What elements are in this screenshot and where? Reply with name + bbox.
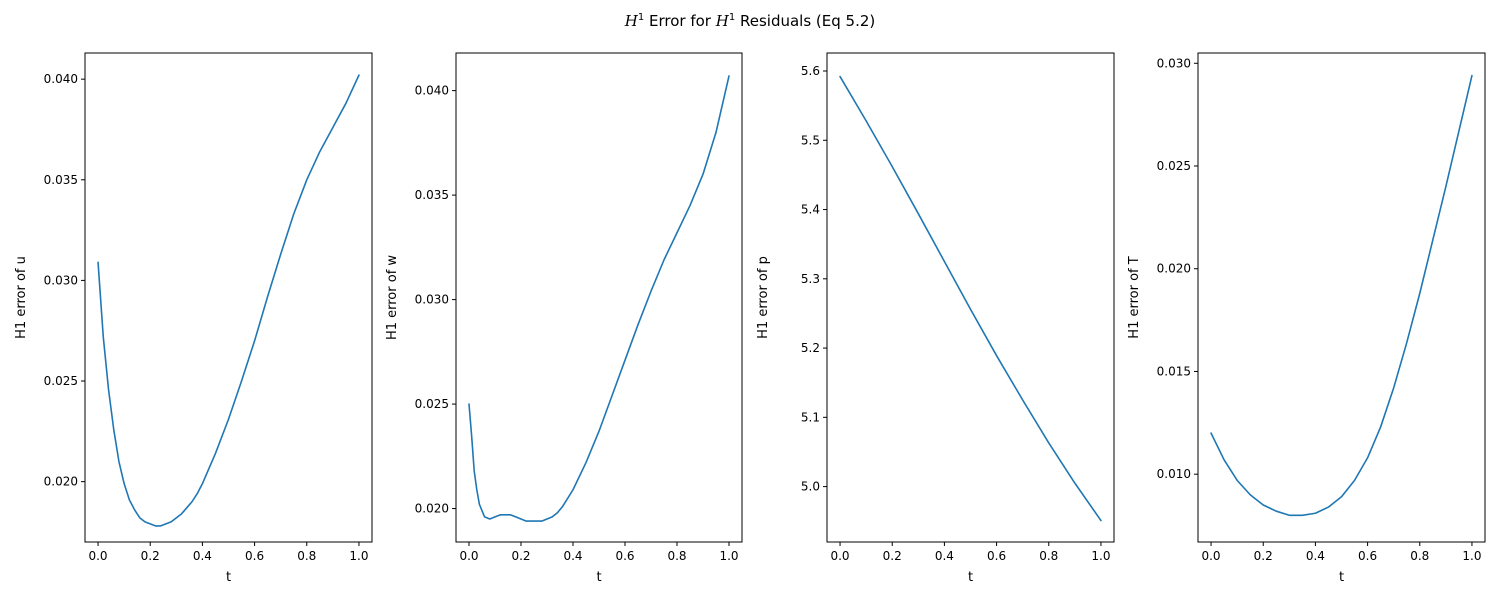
x-tick-label: 0.4 [193,549,212,563]
x-tick-label: 0.2 [511,549,530,563]
y-tick-label: 0.040 [415,84,449,98]
y-tick-label: 0.025 [1157,159,1191,173]
subplot-4: 0.0 0.2 0.4 0.6 0.8 1.0 0.010 0.015 0.020 0.025 0.… [1127,52,1486,585]
title-symbol: H [624,12,638,30]
y-tick-label: 0.025 [44,374,78,388]
title-exponent-2: 1 [728,12,736,23]
axes-frame [1197,52,1486,543]
y-tick-label: 5.3 [801,272,820,286]
x-tick-label: 1.0 [1091,549,1110,563]
x-tick-label: 0.0 [1201,549,1220,563]
x-tick-label: 0.8 [667,549,686,563]
subplot-3: 0.0 0.2 0.4 0.6 0.8 1.0 5.0 5.1 5.2 5.3 5.4 5.5 5.6 t… [756,52,1115,585]
x-tick-label: 0.8 [1039,549,1058,563]
x-tick-label: 0.8 [1410,549,1429,563]
axes-frame [826,52,1115,543]
x-tick-label: 1.0 [349,549,368,563]
x-axis-label: t [1339,570,1344,585]
y-tick-label: 5.0 [801,480,820,494]
x-tick-label: 0.6 [987,549,1006,563]
x-tick-label: 0.4 [563,549,582,563]
x-axis-label: t [596,570,601,585]
figure-title: H1 Error for H1 Residuals (Eq 5.2) [0,12,1500,30]
y-tick-label: 5.6 [801,64,820,78]
x-tick-label: 0.6 [615,549,634,563]
y-tick-label: 0.010 [1157,467,1191,481]
x-tick-label: 0.8 [297,549,316,563]
series-line [97,74,360,527]
x-tick-label: 1.0 [1462,549,1481,563]
x-tick-label: 0.2 [141,549,160,563]
x-tick-label: 0.4 [935,549,954,563]
title-prefix: Error for [648,12,711,30]
y-tick-label: 5.2 [801,341,820,355]
x-tick-label: 0.6 [1358,549,1377,563]
x-tick-label: 0.0 [459,549,478,563]
title-symbol-2: H [715,12,729,30]
x-tick-label: 0.2 [1254,549,1273,563]
x-tick-label: 0.0 [830,549,849,563]
x-tick-label: 0.0 [88,549,107,563]
y-tick-label: 0.035 [415,188,449,202]
y-tick-label: 0.020 [44,475,78,489]
y-tick-label: 0.025 [415,397,449,411]
series-line [1210,74,1473,517]
series-line [468,75,730,522]
x-tick-label: 0.2 [883,549,902,563]
y-axis-label: H1 error of p [756,256,771,339]
title-suffix: Residuals (Eq 5.2) [739,12,876,30]
y-axis-label: H1 error of w [385,255,400,340]
subplot-1: 0.0 0.2 0.4 0.6 0.8 1.0 0.020 0.025 0.030 0.035 0.… [14,52,373,585]
x-axis-label: t [968,570,973,585]
y-tick-label: 0.035 [44,173,78,187]
y-tick-label: 0.030 [44,273,78,287]
y-tick-label: 0.020 [415,502,449,516]
y-tick-label: 5.5 [801,133,820,147]
series-line [839,75,1102,522]
x-tick-label: 0.4 [1306,549,1325,563]
axes-frame [455,52,743,543]
axes-frame [84,52,373,543]
title-exponent: 1 [637,12,645,23]
y-tick-label: 5.1 [801,410,820,424]
y-tick-label: 0.015 [1157,364,1191,378]
x-tick-label: 1.0 [719,549,738,563]
y-axis-label: H1 error of u [14,256,29,339]
y-tick-label: 0.040 [44,72,78,86]
x-tick-label: 0.6 [245,549,264,563]
y-axis-label: H1 error of T [1127,256,1142,338]
x-axis-label: t [226,570,231,585]
y-tick-label: 0.020 [1157,262,1191,276]
y-tick-label: 0.030 [415,293,449,307]
subplot-2: 0.0 0.2 0.4 0.6 0.8 1.0 0.020 0.025 0.030 0.035 0.… [385,52,743,585]
y-tick-label: 5.4 [801,203,820,217]
y-tick-label: 0.030 [1157,56,1191,70]
